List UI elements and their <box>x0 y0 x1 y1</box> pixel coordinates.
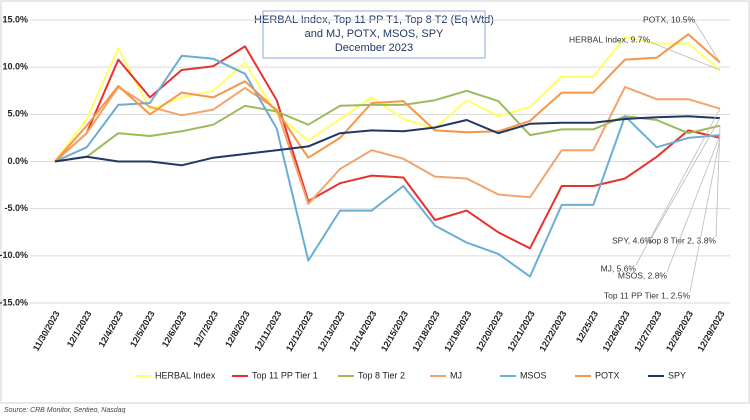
legend-label: HERBAL Index <box>155 370 216 380</box>
leader-line <box>694 21 721 63</box>
annotation: Top 11 PP Tier 1, 2.5% <box>604 290 691 300</box>
series-line <box>54 115 721 167</box>
series-line <box>54 86 721 205</box>
leader-line <box>649 41 721 71</box>
series-line <box>54 45 721 250</box>
annotation: Top 8 Tier 2, 3.8% <box>647 235 716 245</box>
annotation: HERBAL Index, 9.7% <box>569 34 650 44</box>
legend-label: MJ <box>450 370 462 380</box>
y-tick-label: 0.0% <box>7 156 28 166</box>
annotation: POTX, 10.5% <box>643 14 695 24</box>
series-line <box>54 33 721 163</box>
leader-line <box>715 125 721 238</box>
annotation: MSOS, 2.8% <box>618 270 668 280</box>
leader-line <box>635 108 721 266</box>
leader-line <box>689 137 721 293</box>
annotation: MJ, 5.6% <box>601 263 637 273</box>
legend-label: Top 8 Tier 2 <box>358 370 405 380</box>
source: Source: CRB Monitor, Sentieo, Nasdaq <box>4 407 126 414</box>
y-tick-label: -10.0% <box>0 250 28 260</box>
chart-title: and MJ, POTX, MSOS, SPY <box>305 28 444 40</box>
y-tick-label: 5.0% <box>7 109 28 119</box>
y-tick-label: -15.0% <box>0 297 28 307</box>
y-tick-label: 10.0% <box>2 62 28 72</box>
chart-title: December 2023 <box>335 42 413 54</box>
y-tick-label: -5.0% <box>4 203 28 213</box>
legend-label: MSOS <box>520 370 547 380</box>
leader-line <box>651 117 721 238</box>
leader-line <box>666 134 721 273</box>
legend-label: POTX <box>595 370 620 380</box>
legend-label: SPY <box>668 370 686 380</box>
legend-label: Top 11 PP Tier 1 <box>252 370 318 380</box>
annotation: SPY, 4.6% <box>612 235 652 245</box>
series-line <box>54 54 721 278</box>
series-line <box>54 89 721 163</box>
y-tick-label: 15.0% <box>2 14 28 24</box>
title-box <box>262 10 486 59</box>
